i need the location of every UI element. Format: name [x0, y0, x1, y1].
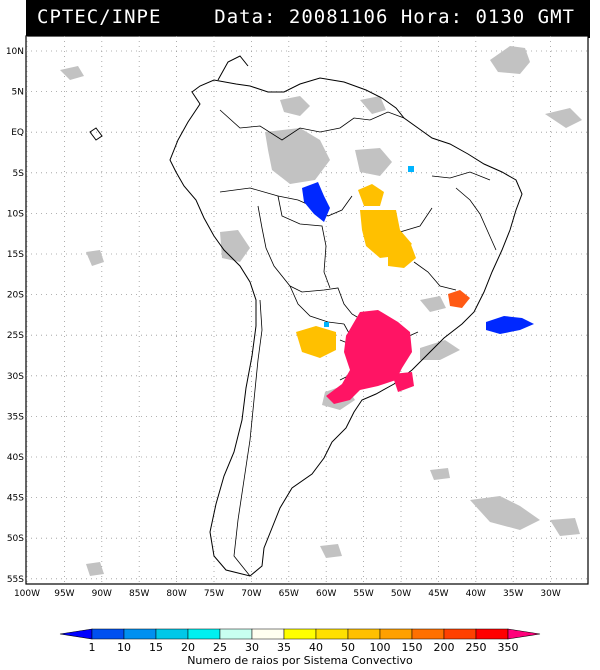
- legend-tick-label: 100: [370, 641, 391, 654]
- lat-tick-label: EQ: [11, 128, 24, 138]
- cloud-cover: [60, 46, 582, 576]
- legend-swatch: [91, 628, 125, 640]
- legend-tick-label: 40: [309, 641, 323, 654]
- lat-tick-label: 20S: [7, 291, 24, 301]
- source-label: CPTEC/INPE: [37, 6, 162, 28]
- lon-tick-label: 45W: [428, 589, 448, 599]
- legend-caption: Numero de raios por Sistema Convectivo: [187, 654, 413, 667]
- legend-swatch: [155, 628, 189, 640]
- legend-swatch: [347, 628, 381, 640]
- lightning-systems-blue: [302, 182, 534, 334]
- legend-tick-label: 15: [149, 641, 163, 654]
- lat-tick-label: 15S: [7, 250, 24, 260]
- legend-swatch: [315, 628, 349, 640]
- legend-tick-label: 30: [245, 641, 259, 654]
- legend-tick-label: 200: [434, 641, 455, 654]
- legend-swatch: [123, 628, 157, 640]
- legend-swatch: [283, 628, 317, 640]
- lat-tick-label: 30S: [7, 372, 24, 382]
- legend-swatch: [187, 628, 221, 640]
- title-bar: CPTEC/INPE Data: 20081106 Hora: 0130 GMT: [26, 0, 590, 38]
- legend-arrow-left: [59, 628, 93, 640]
- lat-tick-label: 5S: [13, 169, 25, 179]
- lon-tick-label: 35W: [503, 589, 523, 599]
- lon-tick-label: 65W: [279, 589, 299, 599]
- legend-tick-label: 150: [402, 641, 423, 654]
- lon-tick-label: 50W: [391, 589, 411, 599]
- legend-tick-label: 25: [213, 641, 227, 654]
- lon-tick-label: 85W: [129, 589, 149, 599]
- lat-tick-label: 45S: [7, 494, 24, 504]
- legend-swatch: [379, 628, 413, 640]
- lat-tick-label: 25S: [7, 331, 24, 341]
- lon-tick-label: 30W: [540, 589, 560, 599]
- lightning-systems-magenta: [326, 310, 414, 404]
- legend-tick-label: 1: [89, 641, 96, 654]
- lon-tick-label: 60W: [316, 589, 336, 599]
- lat-tick-label: 50S: [7, 534, 24, 544]
- lat-tick-label: 40S: [7, 453, 24, 463]
- lon-tick-label: 95W: [54, 589, 74, 599]
- lat-tick-label: 5N: [12, 88, 24, 98]
- map-frame: [25, 35, 589, 585]
- lightning-systems-cyan: [324, 166, 414, 327]
- axis-labels: 10N 5N EQ 5S 10S 15S 20S 25S 30S 35S 40S 45S 50S 55S 1…: [6, 47, 561, 599]
- coastlines: [89, 55, 523, 577]
- legend-arrow-right: [507, 628, 541, 640]
- legend: 1 10 15 20 25 30 35 40 50 100 150 200 250 350 Numero d…: [59, 628, 541, 667]
- legend-swatch: [411, 628, 445, 640]
- legend-swatch: [475, 628, 509, 640]
- lat-tick-label: 55S: [7, 575, 24, 585]
- lon-tick-label: 90W: [92, 589, 112, 599]
- lightning-systems-orange: [448, 290, 470, 308]
- datetime-label: Data: 20081106 Hora: 0130 GMT: [214, 6, 575, 28]
- legend-tick-label: 250: [466, 641, 487, 654]
- legend-swatch: [251, 628, 285, 640]
- legend-tick-label: 350: [498, 641, 519, 654]
- lon-tick-label: 40W: [466, 589, 486, 599]
- lightning-systems-yellow: [296, 184, 416, 358]
- lon-tick-label: 100W: [14, 589, 40, 599]
- legend-tick-label: 35: [277, 641, 291, 654]
- legend-tick-label: 20: [181, 641, 195, 654]
- legend-tick-label: 50: [341, 641, 355, 654]
- lat-tick-label: 10S: [7, 209, 24, 219]
- legend-swatch: [219, 628, 253, 640]
- lon-tick-label: 75W: [204, 589, 224, 599]
- legend-tick-label: 10: [117, 641, 131, 654]
- lat-tick-label: 35S: [7, 412, 24, 422]
- lon-tick-label: 55W: [353, 589, 373, 599]
- legend-swatch: [443, 628, 477, 640]
- lon-tick-label: 70W: [241, 589, 261, 599]
- lon-tick-label: 80W: [166, 589, 186, 599]
- lat-tick-label: 10N: [6, 47, 24, 57]
